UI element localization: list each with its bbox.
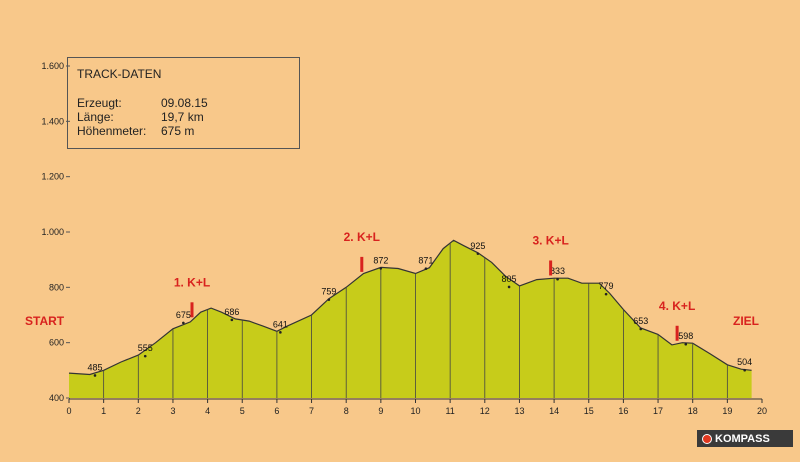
x-tick-label: 0 bbox=[66, 406, 71, 416]
peak-label: 653 bbox=[633, 316, 648, 326]
checkpoint-label: 2. K+L bbox=[344, 230, 380, 244]
checkpoint-label: 3. K+L bbox=[532, 233, 568, 247]
peak-point bbox=[556, 277, 559, 281]
peak-label: 871 bbox=[418, 256, 433, 266]
peak-point bbox=[507, 285, 511, 289]
x-tick-label: 15 bbox=[584, 406, 594, 416]
row-key: Länge: bbox=[77, 110, 114, 124]
peak-label: 504 bbox=[737, 357, 752, 367]
peak-label: 675 bbox=[176, 310, 191, 320]
x-tick-label: 2 bbox=[136, 406, 141, 416]
peak-label: 872 bbox=[373, 255, 388, 265]
peak-label: 598 bbox=[678, 331, 693, 341]
track-data-box: TRACK-DATEN Erzeugt: 09.08.15 Länge: 19,7 … bbox=[67, 57, 300, 149]
peak-point bbox=[639, 327, 643, 331]
end-label: ZIEL bbox=[733, 314, 759, 328]
y-tick-label: 1.400 bbox=[41, 116, 64, 126]
kompass-logo: KOMPASS bbox=[697, 430, 793, 447]
row-value: 09.08.15 bbox=[161, 96, 208, 110]
start-label: START bbox=[25, 314, 65, 328]
y-tick-label: 1.600 bbox=[41, 61, 64, 71]
x-tick-label: 18 bbox=[688, 406, 698, 416]
x-tick-label: 5 bbox=[240, 406, 245, 416]
x-axis: 0 1 2 3 4 5 6 7 8 9 10 11 12 13 14 15 16 17 18 19 20 bbox=[66, 398, 767, 416]
row-value: 19,7 km bbox=[161, 110, 204, 124]
y-tick-label: 400 bbox=[49, 393, 64, 403]
checkpoint-label: 4. K+L bbox=[659, 299, 695, 313]
peak-point bbox=[743, 368, 746, 372]
elevation-line bbox=[68, 239, 752, 376]
x-tick-label: 9 bbox=[378, 406, 383, 416]
x-tick-label: 8 bbox=[344, 406, 349, 416]
peak-point bbox=[182, 321, 185, 325]
peak-point bbox=[230, 318, 234, 322]
profile-area bbox=[68, 239, 752, 398]
x-tick-label: 3 bbox=[170, 406, 175, 416]
x-tick-label: 11 bbox=[445, 406, 454, 416]
checkpoint-markers: 1. K+L 2. K+L 3. K+L 4. K+L bbox=[174, 230, 695, 341]
peak-point bbox=[279, 331, 282, 334]
peak-point bbox=[684, 342, 688, 346]
peak-point bbox=[604, 292, 608, 296]
compass-icon bbox=[702, 433, 712, 444]
x-tick-label: 14 bbox=[549, 406, 559, 416]
peak-label: 779 bbox=[599, 281, 614, 291]
row-key: Erzeugt: bbox=[77, 96, 122, 110]
checkpoint-label: 1. K+L bbox=[174, 275, 210, 289]
x-tick-label: 13 bbox=[514, 406, 524, 416]
peak-label: 833 bbox=[550, 266, 565, 276]
peak-labels: 485 555 675 686 641 759 872 871 925 805 833 779 653 5… bbox=[87, 241, 752, 377]
peak-label: 641 bbox=[273, 319, 288, 329]
peak-label: 805 bbox=[502, 274, 517, 284]
row-value: 675 m bbox=[161, 124, 195, 138]
y-axis: 400 600 800 1.000 1.200 1.400 1.600 bbox=[41, 61, 70, 403]
peak-label: 925 bbox=[470, 241, 485, 251]
x-tick-label: 17 bbox=[653, 406, 663, 416]
y-tick-label: 800 bbox=[49, 282, 64, 292]
x-tick-label: 7 bbox=[309, 406, 314, 416]
peak-point bbox=[379, 267, 383, 270]
x-tick-label: 12 bbox=[480, 406, 490, 416]
track-data-row: Höhenmeter: 675 m bbox=[77, 124, 194, 138]
peak-point bbox=[476, 252, 480, 256]
peak-label: 686 bbox=[224, 307, 239, 317]
y-tick-label: 1.200 bbox=[41, 172, 64, 182]
track-data-row: Erzeugt: 09.08.15 bbox=[77, 96, 208, 110]
track-data-title: TRACK-DATEN bbox=[77, 67, 162, 81]
x-tick-label: 10 bbox=[410, 406, 420, 416]
y-tick-label: 600 bbox=[49, 338, 64, 348]
elevation-area bbox=[69, 240, 752, 398]
x-tick-label: 16 bbox=[618, 406, 628, 416]
x-tick-label: 6 bbox=[274, 406, 279, 416]
peak-point bbox=[327, 298, 331, 301]
peak-point bbox=[93, 374, 97, 377]
peak-label: 485 bbox=[87, 362, 102, 372]
peak-point bbox=[143, 354, 147, 358]
logo-text: KOMPASS bbox=[715, 432, 770, 445]
peak-label: 555 bbox=[138, 343, 153, 353]
row-key: Höhenmeter: bbox=[77, 124, 147, 138]
x-tick-label: 1 bbox=[101, 406, 106, 416]
y-tick-label: 1.000 bbox=[41, 227, 64, 237]
peak-point bbox=[424, 267, 428, 270]
x-tick-label: 4 bbox=[205, 406, 210, 416]
x-tick-label: 20 bbox=[757, 406, 767, 416]
x-tick-label: 19 bbox=[722, 406, 732, 416]
track-data-row: Länge: 19,7 km bbox=[77, 110, 204, 124]
peak-label: 759 bbox=[321, 287, 336, 297]
